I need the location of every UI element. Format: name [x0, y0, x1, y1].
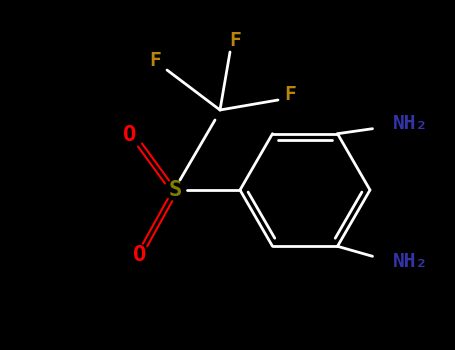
Text: O: O [133, 245, 147, 265]
Text: NH₂: NH₂ [393, 252, 428, 271]
Text: NH₂: NH₂ [393, 114, 428, 133]
Text: S: S [168, 180, 182, 200]
Text: F: F [229, 30, 241, 49]
Text: O: O [123, 125, 136, 145]
Text: F: F [149, 50, 161, 70]
Text: F: F [284, 85, 296, 105]
